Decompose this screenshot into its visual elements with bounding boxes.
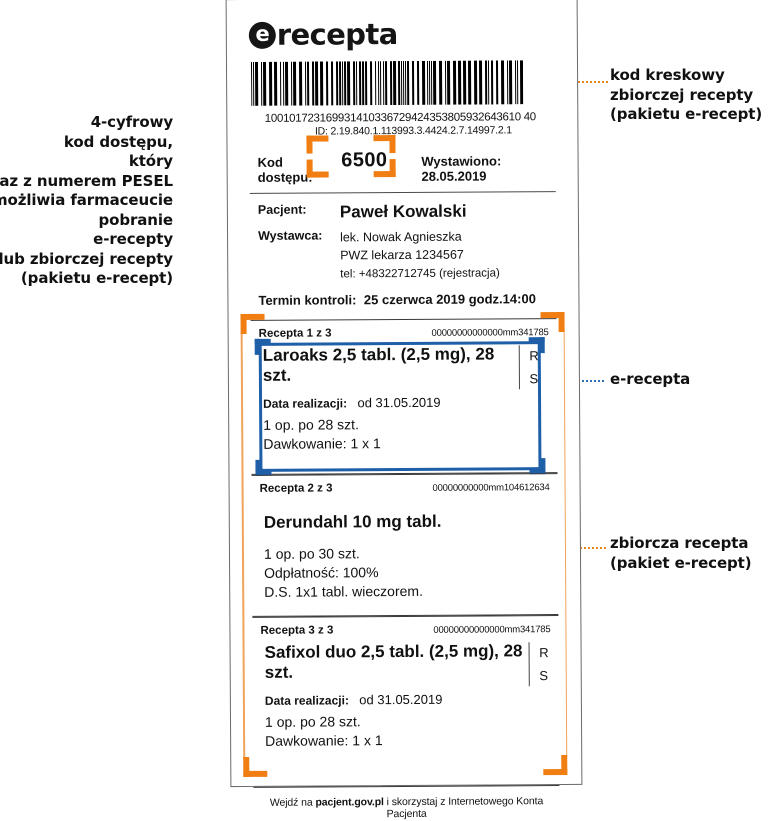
- prescription-sheet: e recepta 1001017231699314103367294243538…: [225, 0, 583, 821]
- collective-edge-right: [563, 329, 568, 757]
- issuer-label: Wystawca:: [258, 228, 323, 243]
- mark-s: S: [529, 370, 539, 386]
- annotation-barcode-text: kod kreskowy zbiorczej recepty (pakietu …: [610, 66, 763, 123]
- rs-divider: [518, 345, 520, 390]
- prescription-code: 00000000000mm104612634: [432, 482, 550, 494]
- annotation-eprescription-text: e-recepta: [610, 370, 691, 388]
- access-code-bracket-br: [373, 159, 396, 178]
- prescription-detail-line: 1 op. po 28 szt.: [263, 415, 359, 433]
- logo-wordmark: recepta: [276, 17, 398, 52]
- annotation-eprescription: e-recepta: [610, 370, 773, 390]
- collective-bracket-tr: [540, 311, 565, 333]
- issuer-line-2: PWZ lekarza 1234567: [340, 247, 464, 263]
- collective-edge-left: [240, 331, 245, 759]
- patient-row: Pacjent: Paweł Kowalski: [258, 201, 556, 223]
- sheet-footer: Wejdź na pacjent.gov.pl i skorzystaj z I…: [253, 784, 560, 821]
- eprescription-corner-br: [529, 458, 546, 475]
- prescription-drug-name: Safixol duo 2,5 tabl. (2,5 mg), 28 szt.: [264, 641, 523, 683]
- brand-logo-row: e recepta: [248, 16, 555, 52]
- realization-date-value: od 31.05.2019: [357, 394, 441, 410]
- prescription-details: 1 op. po 28 szt. Dawkowanie: 1 x 1: [265, 711, 549, 751]
- prescription-drug-name: Laroaks 2,5 tabl. (2,5 mg), 28 szt.: [262, 344, 495, 386]
- realization-date-value: od 31.05.2019: [359, 691, 443, 707]
- issuer-details: lek. Nowak Agnieszka PWZ lekarza 1234567…: [340, 227, 500, 283]
- rs-letters: R S: [539, 642, 549, 688]
- rs-divider: [528, 642, 530, 687]
- control-label: Termin kontroli:: [258, 292, 357, 308]
- footer-post-text: i skorzystaj z Internetowego Konta Pacje…: [383, 795, 544, 821]
- erecepta-logo: e recepta: [248, 17, 398, 52]
- prescription-realization-date: Data realizacji: od 31.05.2019: [263, 394, 547, 411]
- prescription-code: 00000000000000mm341785: [433, 624, 551, 636]
- prescription-details: 1 op. po 28 szt. Dawkowanie: 1 x 1: [263, 414, 547, 454]
- patient-label: Pacjent:: [257, 202, 307, 217]
- divider-under-access-code: [249, 191, 556, 194]
- prescription-realization-date: Data realizacji: od 31.05.2019: [264, 691, 549, 708]
- patient-block: Pacjent: Paweł Kowalski Wystawca: lek. N…: [250, 201, 557, 308]
- logo-e-mark: e: [248, 21, 276, 49]
- collective-bracket-br: [543, 754, 568, 776]
- eprescription-corner-tl: [254, 338, 271, 355]
- prescription-number: Recepta 2 z 3: [259, 482, 333, 495]
- issuer-line-1: lek. Nowak Agnieszka: [340, 229, 462, 245]
- issuer-row: Wystawca: lek. Nowak Agnieszka PWZ lekar…: [258, 227, 556, 284]
- prescription-detail-line: 1 op. po 30 szt.: [263, 545, 360, 563]
- prescription-details: 1 op. po 30 szt. Odpłatność: 100% D.S. 1…: [264, 543, 548, 601]
- barcode-digits: 1001017231699314103367294243538059326436…: [264, 111, 536, 125]
- access-code-bracket-tr: [373, 135, 396, 154]
- prescription-number: Recepta 3 z 3: [260, 624, 334, 637]
- collective-prescription: Recepta 1 z 3 00000000000000mm341785 Lar…: [240, 311, 568, 777]
- footer-pre-text: Wejdź na: [269, 796, 316, 809]
- prescription-drug-name: Derundahl 10 mg tabl.: [263, 511, 442, 532]
- issued-date: Wystawiono: 28.05.2019: [421, 153, 502, 184]
- annotation-collective: zbiorcza recepta (pakiet e-recept): [610, 534, 773, 573]
- eprescription-corner-tr: [528, 337, 545, 354]
- annotation-access-code: 4-cyfrowy kod dostępu, który wraz z nume…: [0, 113, 173, 289]
- prescription-item[interactable]: Recepta 3 z 3 00000000000000mm341785 Saf…: [252, 614, 560, 771]
- footer-link[interactable]: pacjent.gov.pl: [315, 796, 384, 809]
- collective-bracket-bl: [243, 756, 268, 777]
- collective-bracket-tl: [240, 313, 265, 334]
- access-code-row: Kod dostępu: 6500 Wystawiono: 28.05.2019: [250, 135, 556, 185]
- leader-barcode: [566, 81, 608, 83]
- control-appointment-row: Termin kontroli: 25 czerwca 2019 godz.14…: [258, 291, 556, 308]
- realization-date-label: Data realizacji:: [264, 693, 349, 708]
- realization-date-label: Data realizacji:: [263, 396, 348, 411]
- mark-r: R: [539, 645, 549, 661]
- barcode-image: [250, 60, 524, 106]
- access-code-bracket-tl: [306, 135, 329, 154]
- eprescription-corner-bl: [255, 459, 272, 476]
- prescription-body: Safixol duo 2,5 tabl. (2,5 mg), 28 szt. …: [254, 635, 557, 761]
- prescription-rs-marks: R S: [528, 642, 549, 688]
- access-code-bracket-bl: [306, 159, 329, 178]
- prescription-item[interactable]: Recepta 2 z 3 00000000000mm104612634 Der…: [251, 472, 559, 617]
- control-value: 25 czerwca 2019 godz.14:00: [363, 291, 536, 308]
- prescription-item[interactable]: Recepta 1 z 3 00000000000000mm341785 Lar…: [250, 317, 558, 476]
- patient-name: Paweł Kowalski: [339, 201, 467, 222]
- issuer-line-3: tel: +48322712745 (rejestracja): [340, 267, 500, 281]
- prescription-detail-line: Odpłatność: 100%: [264, 564, 379, 582]
- prescription-detail-line: Dawkowanie: 1 x 1: [265, 731, 383, 749]
- prescription-body: Laroaks 2,5 tabl. (2,5 mg), 28 szt. R S …: [253, 338, 556, 464]
- annotation-barcode: kod kreskowy zbiorczej recepty (pakietu …: [610, 66, 773, 125]
- prescription-detail-line: D.S. 1x1 tabl. wieczorem.: [264, 582, 423, 600]
- mark-s: S: [539, 667, 549, 683]
- prescription-detail-line: Dawkowanie: 1 x 1: [263, 434, 381, 452]
- prescription-detail-line: 1 op. po 28 szt.: [264, 712, 361, 730]
- annotation-access-code-text: 4-cyfrowy kod dostępu, który wraz z nume…: [0, 113, 173, 287]
- prescription-body: Derundahl 10 mg tabl. 1 op. po 30 szt. O…: [254, 493, 557, 606]
- annotation-collective-text: zbiorcza recepta (pakiet e-recept): [610, 534, 752, 572]
